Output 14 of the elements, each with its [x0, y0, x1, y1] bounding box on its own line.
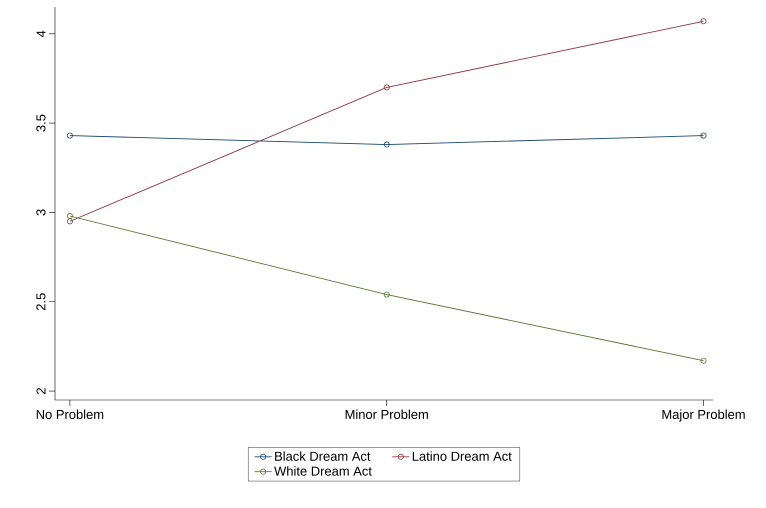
legend-label: Black Dream Act — [275, 451, 370, 461]
y-tick-label: 3.5 — [36, 114, 46, 132]
point — [384, 142, 390, 148]
y-tick-label: 3 — [36, 209, 46, 216]
x-tick-label: Major Problem — [662, 410, 745, 422]
y-tick-label: 2 — [36, 388, 46, 394]
x-tick-label: No Problem — [36, 410, 104, 420]
y-tick-label: 2.5 — [36, 293, 46, 310]
legend-label: White Dream Act — [274, 466, 372, 476]
legend-label: Latino Dream Act — [412, 451, 512, 461]
point — [384, 84, 390, 90]
x-tick-label: Minor Problem — [346, 410, 428, 420]
y-tick-label: 4 — [36, 30, 46, 38]
point — [384, 292, 390, 298]
